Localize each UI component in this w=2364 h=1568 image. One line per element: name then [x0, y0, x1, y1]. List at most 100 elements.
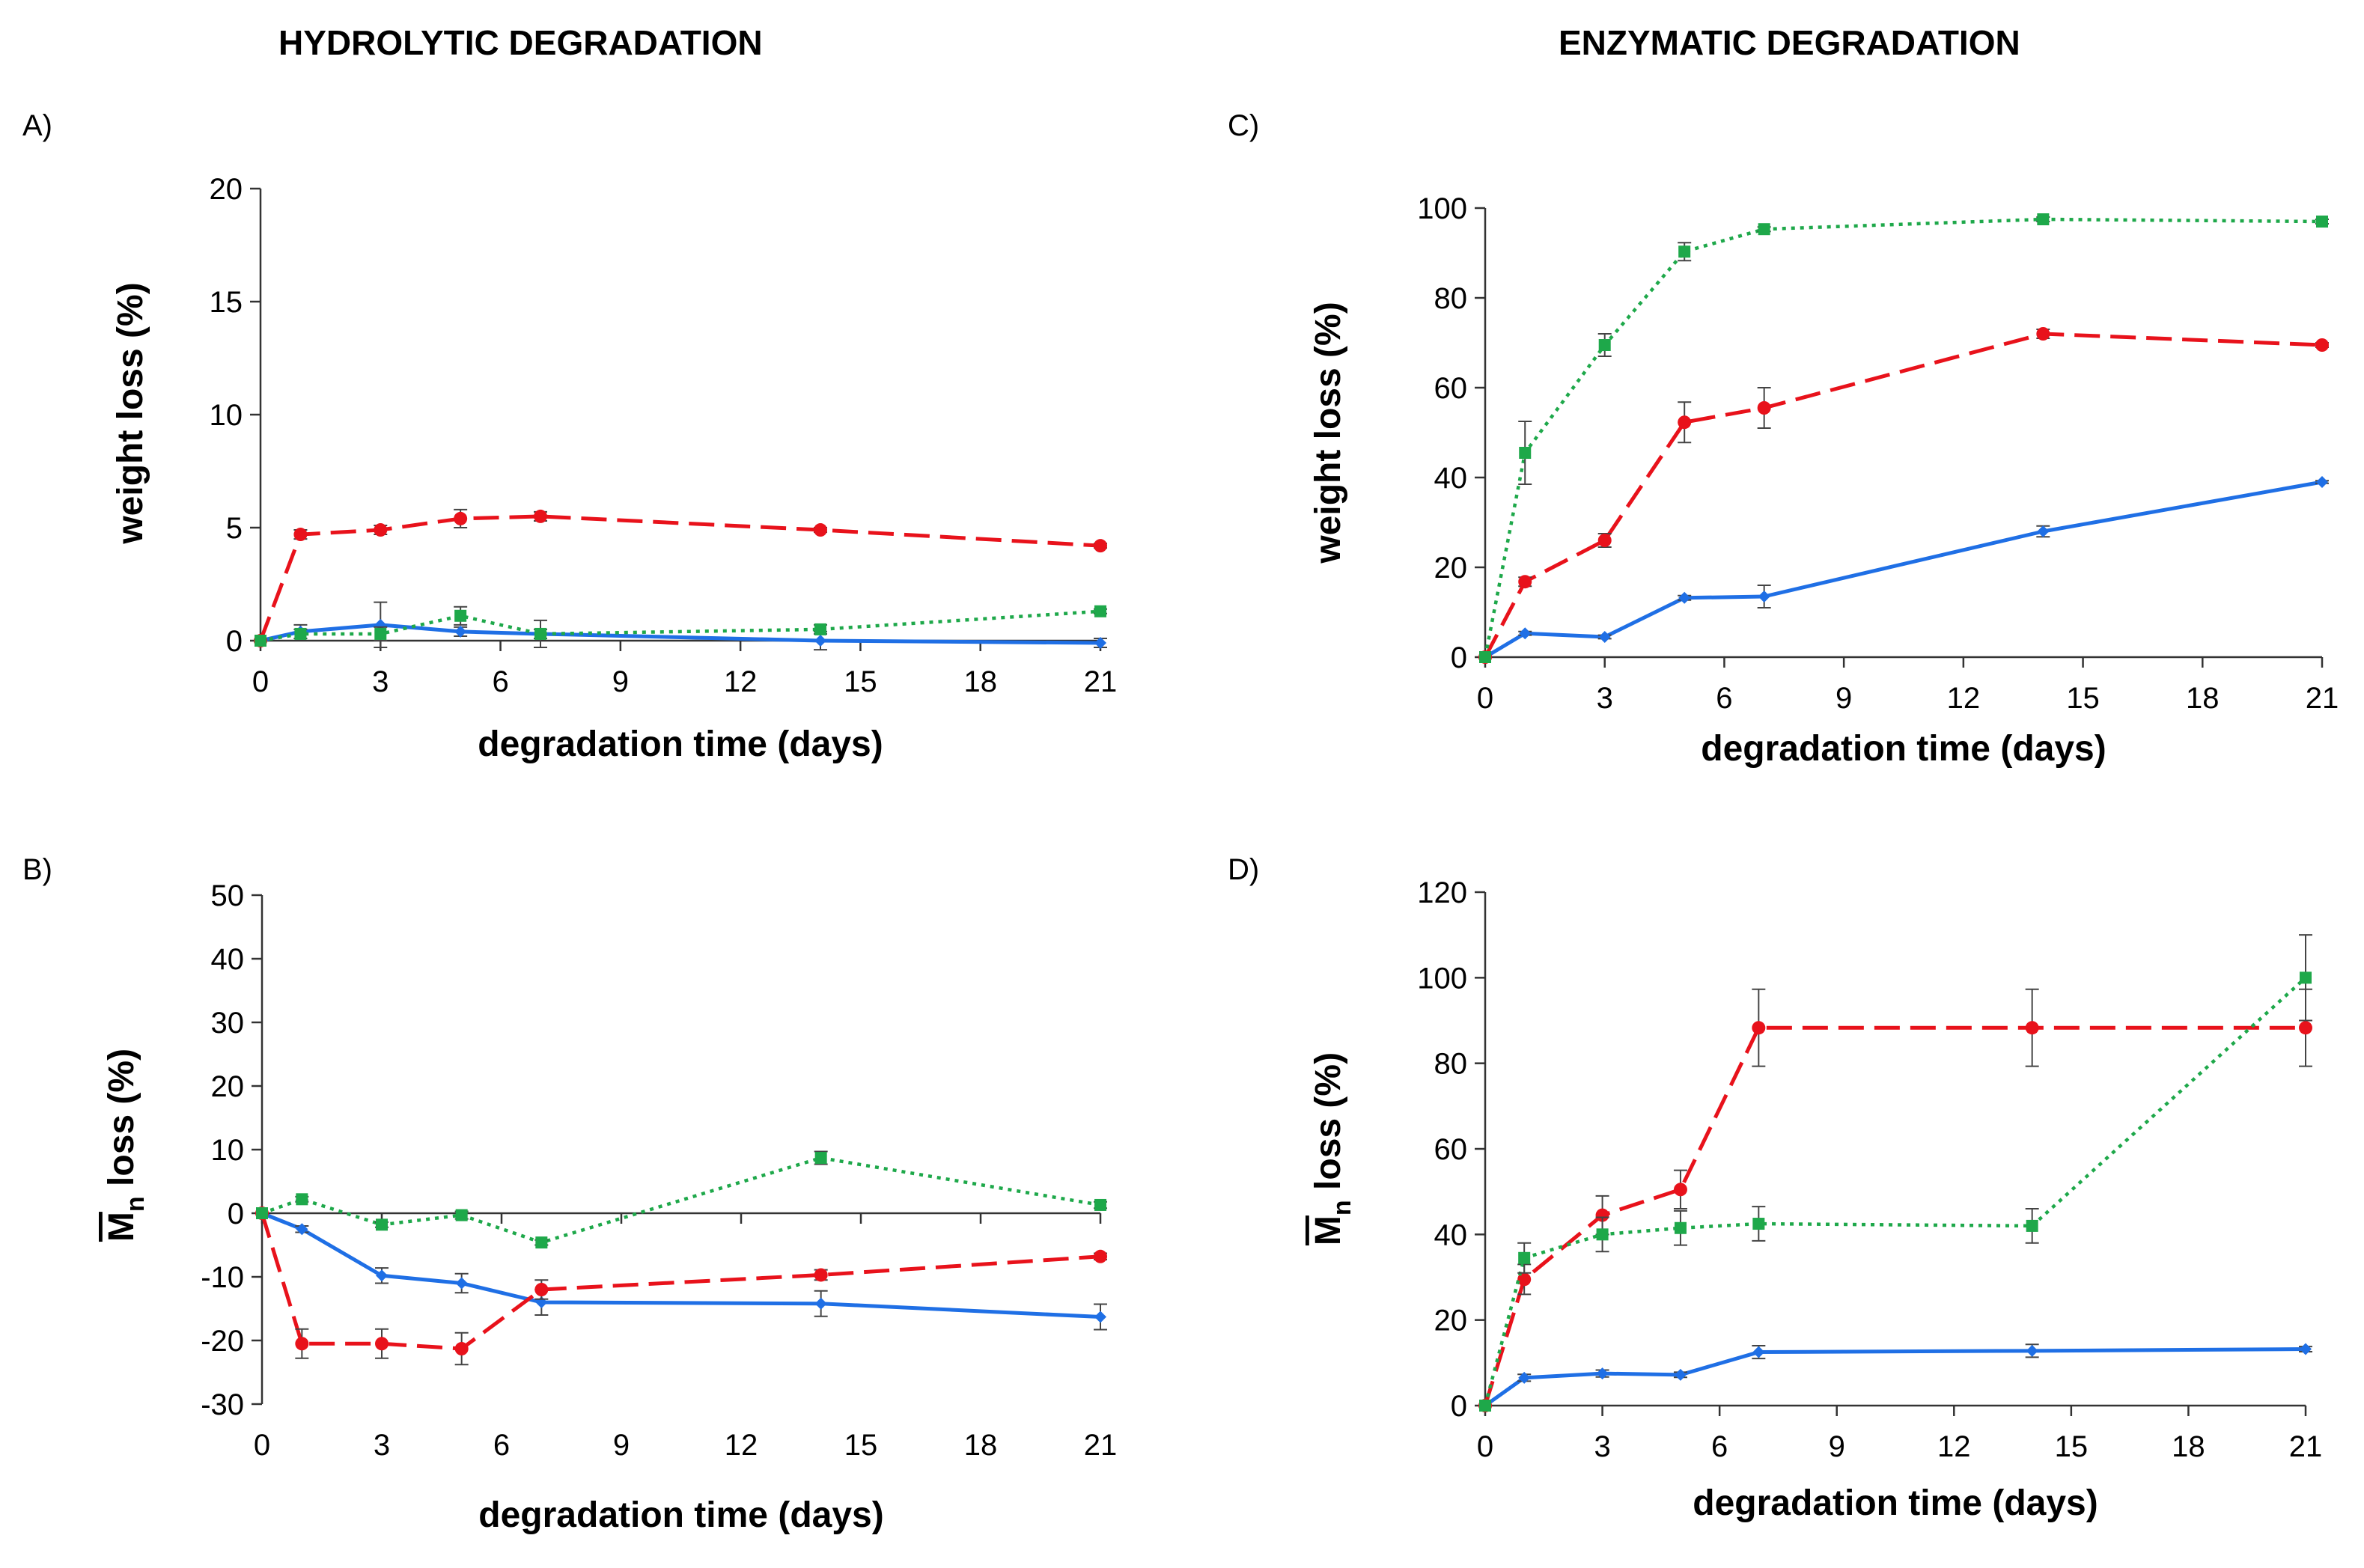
- chart-a-x-tick-label: 15: [844, 665, 877, 698]
- chart-d-point-red: [1517, 1272, 1532, 1287]
- chart-a-x-tick-label: 21: [1084, 665, 1118, 698]
- chart-d-x-tick-label: 3: [1594, 1430, 1610, 1463]
- chart-a-point-green: [255, 635, 266, 647]
- chart-c-point-blue: [1758, 591, 1770, 603]
- chart-d-point-green: [1596, 1228, 1609, 1241]
- chart-c-point-green: [1678, 245, 1691, 258]
- chart-b-y-axis-title: Mn loss (%): [102, 1049, 150, 1242]
- chart-a-point-red: [814, 523, 827, 537]
- chart-d-y-axis-title-m: M: [1309, 1215, 1348, 1245]
- chart-c-point-green: [1758, 223, 1770, 236]
- chart-c-y-tick-label: 20: [1434, 552, 1468, 585]
- chart-b-point-blue: [455, 1277, 468, 1290]
- chart-a-point-red: [1094, 539, 1107, 553]
- chart-d-point-green: [2026, 1219, 2038, 1232]
- chart-b-x-tick-label: 15: [844, 1429, 878, 1462]
- chart-a-x-tick-label: 9: [612, 665, 629, 698]
- chart-a-x-tick-label: 0: [252, 665, 269, 698]
- chart-c-x-axis-title: degradation time (days): [1701, 729, 2106, 769]
- chart-d-x-tick-label: 18: [2172, 1430, 2205, 1463]
- chart-c-x-tick-label: 18: [2186, 682, 2220, 715]
- chart-b-y-tick-label: 20: [211, 1070, 245, 1103]
- chart-c-y-tick-label: 80: [1434, 282, 1468, 315]
- chart-d-point-red: [1673, 1183, 1687, 1197]
- chart-d-y-tick-label: 0: [1451, 1390, 1467, 1423]
- chart-a-point-blue: [1094, 637, 1106, 650]
- chart-d-point-blue: [1518, 1371, 1531, 1384]
- chart-b-point-green: [455, 1209, 468, 1221]
- chart-a-x-tick-label: 6: [492, 665, 508, 698]
- chart-a-point-red: [374, 523, 388, 537]
- chart-a-point-red: [293, 528, 308, 542]
- chart-c-x-tick-label: 0: [1477, 682, 1493, 715]
- chart-b-point-red: [295, 1337, 309, 1351]
- chart-d-point-blue: [2300, 1343, 2312, 1355]
- chart-d-y-tick-label: 120: [1417, 876, 1467, 909]
- chart-b-point-green: [376, 1218, 388, 1231]
- chart-a-point-green: [1094, 605, 1106, 617]
- chart-b-point-blue: [814, 1297, 827, 1310]
- chart-b-y-tick-label: 0: [228, 1198, 244, 1230]
- chart-b-y-axis-title-rest: loss (%): [102, 1049, 141, 1196]
- chart-b-x-tick-label: 21: [1084, 1429, 1118, 1462]
- enzymatic-degradation-title: ENZYMATIC DEGRADATION: [1559, 23, 2020, 62]
- chart-b-y-tick-label: -10: [201, 1261, 244, 1294]
- chart-d-x-tick-label: 9: [1829, 1430, 1845, 1463]
- chart-d-series-green-line: [1483, 976, 2307, 1406]
- chart-c-x-tick-label: 9: [1836, 682, 1852, 715]
- chart-a-point-green: [374, 627, 387, 640]
- panel-label-d: D): [1228, 853, 1260, 886]
- chart-d-point-blue: [2026, 1344, 2038, 1357]
- chart-d-point-blue: [1596, 1367, 1609, 1380]
- chart-b-x-tick-label: 18: [964, 1429, 998, 1462]
- chart-b-point-red: [814, 1268, 828, 1282]
- chart-a-point-red: [454, 511, 468, 525]
- chart-c-x-tick-label: 21: [2306, 682, 2339, 715]
- chart-d-x-tick-label: 21: [2289, 1430, 2323, 1463]
- chart-d-point-green: [1752, 1218, 1765, 1230]
- chart-c-y-tick-label: 60: [1434, 372, 1468, 405]
- chart-b-point-green: [814, 1152, 827, 1165]
- chart-d-y-tick-label: 40: [1434, 1218, 1468, 1251]
- chart-d-point-red: [1752, 1021, 1766, 1035]
- chart-d-y-tick-label: 20: [1434, 1305, 1468, 1337]
- chart-c-y-tick-label: 40: [1434, 462, 1468, 495]
- chart-a-point-blue: [454, 625, 467, 638]
- chart-a-y-tick-label: 20: [210, 173, 243, 206]
- hydrolytic-degradation-title: HYDROLYTIC DEGRADATION: [278, 23, 763, 62]
- chart-b-point-red: [454, 1342, 469, 1356]
- chart-c-point-red: [2036, 327, 2050, 341]
- chart-a-point-green: [534, 627, 546, 640]
- chart-a-point-red: [534, 509, 547, 523]
- chart-d-y-tick-label: 100: [1417, 962, 1467, 995]
- chart-b-y-axis-title-m: M: [102, 1212, 141, 1242]
- chart-c-point-blue: [1598, 631, 1611, 643]
- chart-c-point-green: [2037, 213, 2050, 225]
- chart-d-point-red: [2025, 1021, 2039, 1035]
- chart-c-y-tick-label: 0: [1451, 641, 1467, 674]
- chart-d-point-green: [1674, 1221, 1687, 1234]
- chart-d-x-tick-label: 0: [1477, 1430, 1493, 1463]
- chart-b-x-tick-label: 0: [254, 1429, 270, 1462]
- chart-c-x-tick-label: 6: [1716, 682, 1732, 715]
- chart-b-y-tick-label: 50: [211, 879, 245, 912]
- chart-d-point-green: [1479, 1400, 1491, 1412]
- chart-b-y-axis-title-sub: n: [121, 1196, 150, 1212]
- chart-d-point-blue: [1752, 1346, 1765, 1358]
- chart-c-point-red: [1518, 575, 1532, 589]
- chart-b-point-green: [1094, 1198, 1106, 1211]
- chart-b-point-green: [256, 1207, 268, 1219]
- chart-a-y-tick-label: 10: [210, 399, 243, 432]
- chart-c-point-red: [2315, 338, 2329, 352]
- chart-c-x-tick-label: 12: [1947, 682, 1981, 715]
- chart-b-x-axis-title: degradation time (days): [478, 1495, 883, 1535]
- panel-label-a: A): [22, 109, 52, 142]
- panel-label-c: C): [1228, 109, 1260, 142]
- chart-b-point-red: [534, 1283, 549, 1296]
- chart-a-y-axis-title: weight loss (%): [111, 282, 150, 544]
- chart-d-x-axis-title: degradation time (days): [1693, 1483, 2098, 1523]
- chart-c-point-green: [1598, 339, 1611, 351]
